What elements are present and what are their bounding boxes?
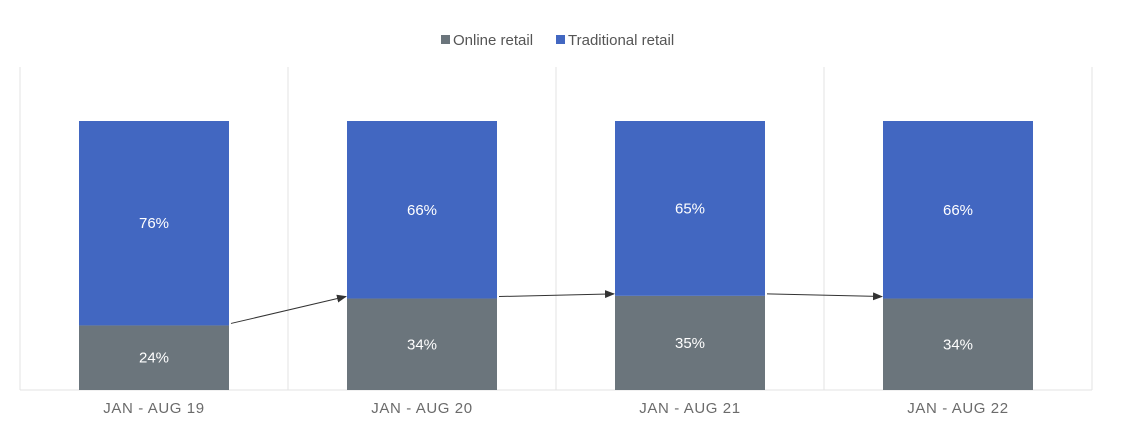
x-axis: JAN - AUG 19 JAN - AUG 20 JAN - AUG 21 JAN … xyxy=(103,400,1008,417)
x-tick-label: JAN - AUG 22 xyxy=(907,400,1008,417)
data-label-online-retail: 24% xyxy=(139,350,169,367)
bar-traditional-retail xyxy=(79,121,229,326)
legend: Online retail Traditional retail xyxy=(441,32,674,49)
data-label-traditional-retail: 66% xyxy=(943,202,973,219)
trend-arrow xyxy=(230,294,347,324)
data-label-traditional-retail: 76% xyxy=(139,215,169,232)
x-tick-label: JAN - AUG 20 xyxy=(371,400,472,417)
bar-traditional-retail xyxy=(347,121,497,299)
bar-online-retail xyxy=(79,325,229,390)
bar-traditional-retail xyxy=(615,121,765,296)
bar-online-retail xyxy=(883,298,1033,390)
bar-traditional-retail xyxy=(883,121,1033,299)
data-label-online-retail: 34% xyxy=(407,336,437,353)
legend-swatch-online xyxy=(441,35,450,44)
x-tick-label: JAN - AUG 19 xyxy=(103,400,204,417)
data-labels: 24% 76% 34% 66% 35% 65% 34% 66% xyxy=(139,200,973,366)
trend-arrow xyxy=(766,292,883,301)
x-tick-label: JAN - AUG 21 xyxy=(639,400,740,417)
data-label-traditional-retail: 66% xyxy=(407,202,437,219)
bar-online-retail xyxy=(615,295,765,390)
data-label-online-retail: 35% xyxy=(675,335,705,352)
data-label-online-retail: 34% xyxy=(943,336,973,353)
bars xyxy=(79,121,1033,390)
legend-label-traditional: Traditional retail xyxy=(568,32,674,49)
trend-arrow xyxy=(498,290,615,299)
bar-online-retail xyxy=(347,298,497,390)
data-label-traditional-retail: 65% xyxy=(675,200,705,217)
legend-swatch-traditional xyxy=(556,35,565,44)
arrows xyxy=(230,290,883,324)
legend-label-online: Online retail xyxy=(453,32,533,49)
